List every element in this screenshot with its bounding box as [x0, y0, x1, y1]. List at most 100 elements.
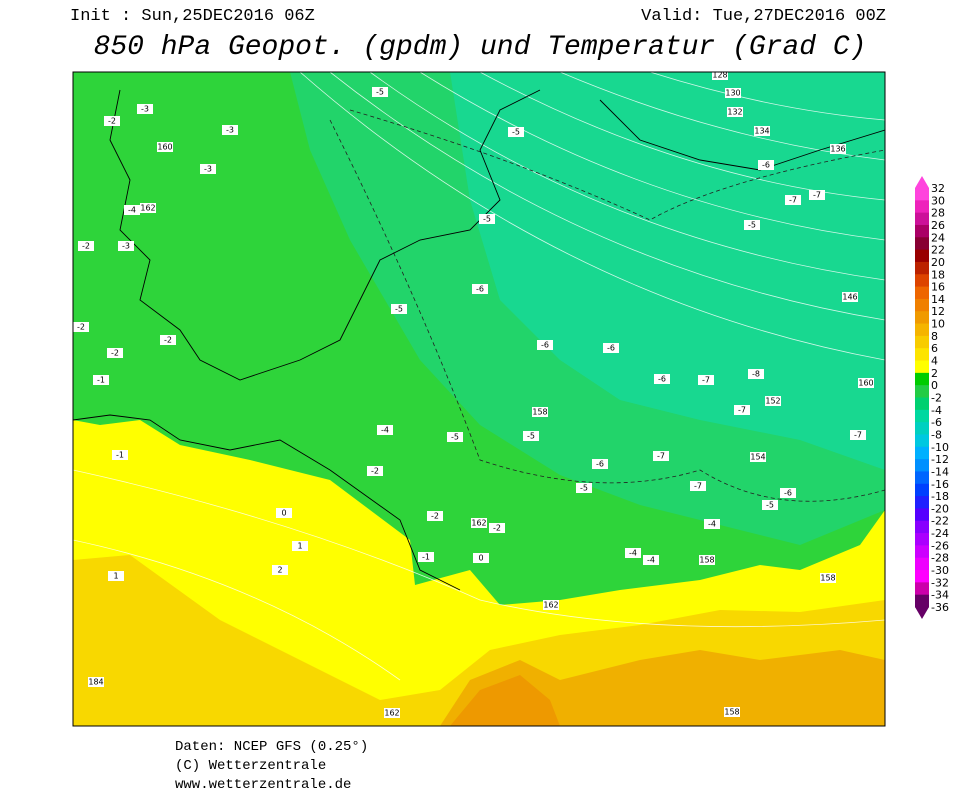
contour-label: 136: [830, 145, 845, 154]
contour-label: -5: [512, 128, 520, 137]
colorbar-segment: [915, 471, 929, 485]
label-box: [78, 241, 94, 251]
label-box: [537, 340, 553, 350]
colorbar-segment: [915, 533, 929, 546]
contour-label: 162: [471, 519, 486, 528]
contour-label: 134: [754, 127, 769, 136]
contour-label: 146: [842, 293, 857, 302]
contour-label: -2: [371, 467, 379, 476]
contour-label: -2: [108, 117, 116, 126]
label-box: [222, 125, 238, 135]
label-box: [418, 552, 434, 562]
colorbar-label: -2: [931, 392, 942, 405]
colorbar-label: 12: [931, 305, 945, 318]
colorbar-segment: [915, 459, 929, 472]
contour-label: -4: [708, 520, 716, 529]
contour-label: -6: [658, 375, 666, 384]
colorbar-label: 30: [931, 194, 945, 207]
footer-source: Daten: NCEP GFS (0.25°): [175, 739, 368, 755]
label-box: [427, 511, 443, 521]
contour-label: 160: [858, 379, 873, 388]
colorbar-segment: [915, 496, 929, 509]
contour-label: -5: [766, 501, 774, 510]
contour-label: -3: [141, 105, 149, 114]
colorbar-segment: [915, 483, 929, 497]
contour-label: 162: [140, 204, 155, 213]
colorbar-segment: [915, 261, 929, 275]
label-box: [508, 127, 524, 137]
colorbar-segment: [915, 446, 929, 460]
label-box: [576, 483, 592, 493]
contour-label: -7: [789, 196, 797, 205]
colorbar-segment: [915, 237, 929, 251]
label-box: [748, 369, 764, 379]
colorbar-label: -16: [931, 478, 949, 491]
label-box: [523, 431, 539, 441]
label-box: [276, 508, 292, 518]
label-box: [654, 374, 670, 384]
label-box: [734, 405, 750, 415]
label-box: [292, 541, 308, 551]
label-box: [200, 164, 216, 174]
label-box: [765, 396, 781, 406]
contour-label: 154: [750, 453, 765, 462]
colorbar-label: 14: [931, 293, 945, 306]
label-box: [858, 378, 874, 388]
colorbar-segment: [915, 224, 929, 238]
label-box: [724, 707, 740, 717]
label-box: [272, 565, 288, 575]
colorbar-label: -24: [931, 527, 949, 540]
contour-label: -5: [395, 305, 403, 314]
label-box: [93, 375, 109, 385]
label-box: [377, 425, 393, 435]
contour-label: 128: [712, 71, 727, 80]
label-box: [780, 488, 796, 498]
colorbar-segment: [915, 212, 929, 226]
label-box: [532, 407, 548, 417]
contour-label: -2: [431, 512, 439, 521]
label-box: [830, 144, 846, 154]
label-box: [104, 116, 120, 126]
contour-label: -6: [784, 489, 792, 498]
colorbar-segment: [915, 188, 929, 201]
colorbar-segment: [915, 557, 929, 571]
label-box: [384, 708, 400, 718]
label-box: [712, 72, 728, 80]
contour-label: -2: [111, 349, 119, 358]
colorbar-label: -30: [931, 564, 949, 577]
label-box: [592, 459, 608, 469]
colorbar-segment: [915, 249, 929, 263]
label-box: [88, 677, 104, 687]
label-box: [727, 107, 743, 117]
contour-label: -6: [762, 161, 770, 170]
label-box: [112, 450, 128, 460]
footer-copyright: (C) Wetterzentrale: [175, 758, 326, 774]
label-box: [137, 104, 153, 114]
colorbar-segment: [915, 594, 929, 608]
colorbar-label: -34: [931, 589, 949, 602]
contour-label: 162: [384, 709, 399, 718]
contour-label: -2: [493, 524, 501, 533]
colorbar-segment: [915, 434, 929, 448]
label-box: [160, 335, 176, 345]
contour-label: -4: [128, 206, 136, 215]
colorbar-label: 28: [931, 207, 945, 220]
contour-label: -5: [376, 88, 384, 97]
colorbar-label: -28: [931, 552, 949, 565]
label-box: [625, 548, 641, 558]
label-box: [489, 523, 505, 533]
label-box: [809, 190, 825, 200]
label-box: [725, 88, 741, 98]
contour-label: 158: [699, 556, 714, 565]
colorbar-label: 16: [931, 281, 945, 294]
colorbar-segment: [915, 311, 929, 325]
label-box: [543, 600, 559, 610]
label-box: [762, 500, 778, 510]
label-box: [447, 432, 463, 442]
footer-url: www.wetterzentrale.de: [175, 777, 351, 793]
map-title: 850 hPa Geopot. (gpdm) und Temperatur (G…: [94, 32, 867, 63]
contour-label: 0: [281, 509, 286, 518]
colorbar-label: 26: [931, 219, 945, 232]
